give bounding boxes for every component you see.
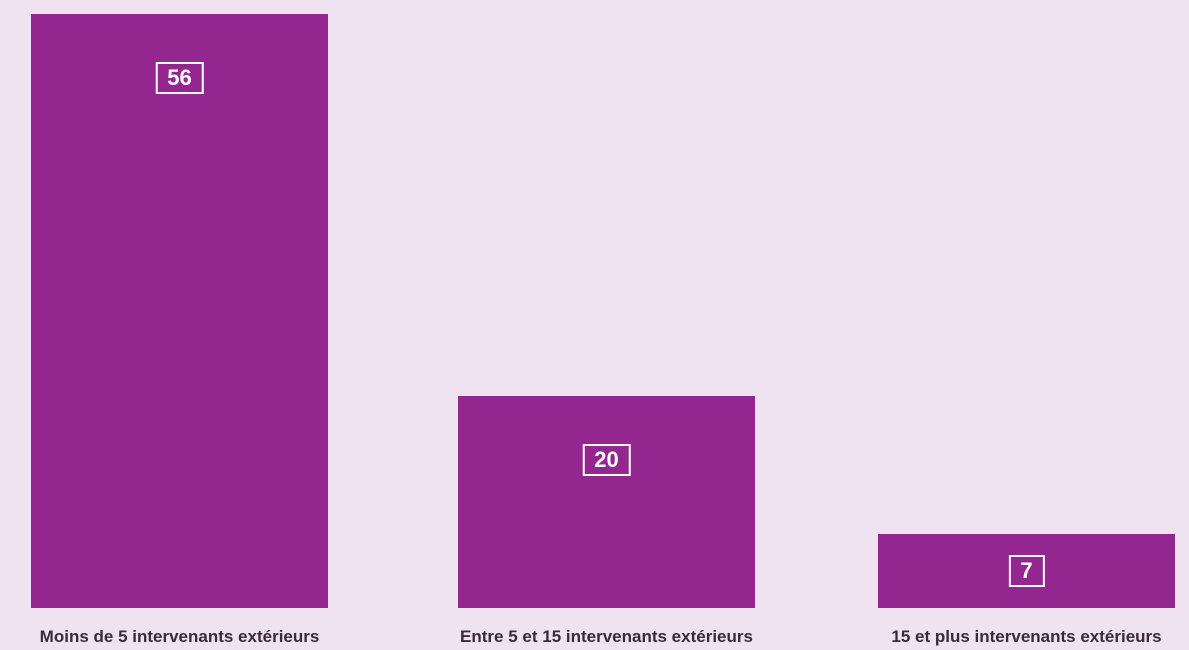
- bar: [878, 533, 1175, 608]
- data-label: 7: [1008, 554, 1045, 587]
- bar: [458, 395, 755, 608]
- bar: [31, 14, 328, 608]
- data-label: 20: [582, 443, 631, 476]
- data-label: 56: [155, 62, 204, 94]
- category-label: Moins de 5 intervenants extérieurs: [39, 627, 320, 646]
- category-label: 15 et plus intervenants extérieurs: [891, 627, 1162, 646]
- category-label: Entre 5 et 15 intervenants extérieurs: [460, 627, 753, 646]
